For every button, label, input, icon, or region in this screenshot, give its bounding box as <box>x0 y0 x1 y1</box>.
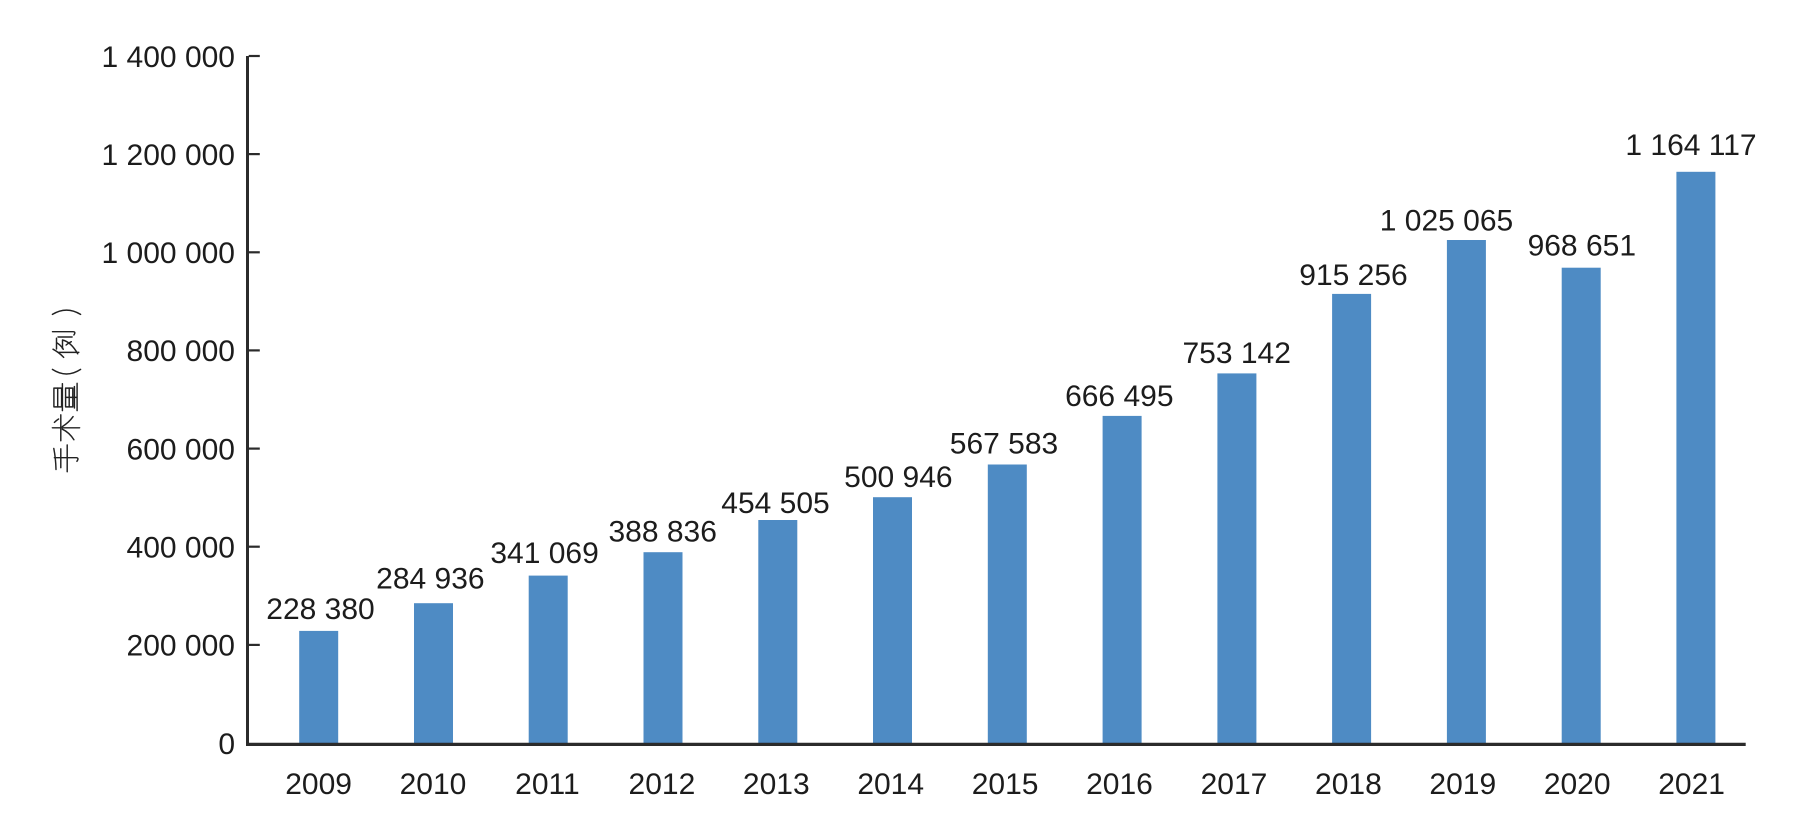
svg-text:2010: 2010 <box>400 768 467 801</box>
svg-text:2018: 2018 <box>1315 768 1382 801</box>
svg-text:666 495: 666 495 <box>1065 380 1173 413</box>
svg-text:2011: 2011 <box>515 768 580 801</box>
svg-text:2014: 2014 <box>857 768 924 801</box>
svg-text:2016: 2016 <box>1086 768 1153 801</box>
svg-text:1 164 117: 1 164 117 <box>1625 129 1756 162</box>
svg-text:228 380: 228 380 <box>266 593 374 626</box>
svg-text:454 505: 454 505 <box>721 487 829 520</box>
svg-text:600 000: 600 000 <box>127 433 235 466</box>
svg-text:200 000: 200 000 <box>127 630 235 663</box>
svg-text:2020: 2020 <box>1544 768 1611 801</box>
svg-text:1 400 000: 1 400 000 <box>102 41 235 74</box>
svg-text:2009: 2009 <box>285 768 352 801</box>
svg-text:968 651: 968 651 <box>1528 230 1636 263</box>
svg-text:284 936: 284 936 <box>376 563 484 596</box>
svg-text:0: 0 <box>218 728 235 761</box>
svg-text:567 583: 567 583 <box>950 427 1058 460</box>
svg-text:2013: 2013 <box>743 768 810 801</box>
svg-text:753 142: 753 142 <box>1182 337 1290 370</box>
svg-text:915 256: 915 256 <box>1299 259 1407 292</box>
svg-text:400 000: 400 000 <box>127 532 235 565</box>
svg-text:1 025 065: 1 025 065 <box>1380 204 1513 237</box>
svg-text:2017: 2017 <box>1201 768 1268 801</box>
svg-text:800 000: 800 000 <box>127 335 235 368</box>
svg-text:2019: 2019 <box>1429 768 1496 801</box>
svg-text:388 836: 388 836 <box>608 516 716 549</box>
svg-text:2015: 2015 <box>972 768 1039 801</box>
svg-text:341 069: 341 069 <box>490 537 598 570</box>
svg-text:2021: 2021 <box>1658 768 1725 801</box>
svg-text:1 200 000: 1 200 000 <box>102 139 235 172</box>
svg-text:1 000 000: 1 000 000 <box>102 237 235 270</box>
svg-text:500 946: 500 946 <box>844 461 952 494</box>
svg-text:2012: 2012 <box>629 768 696 801</box>
